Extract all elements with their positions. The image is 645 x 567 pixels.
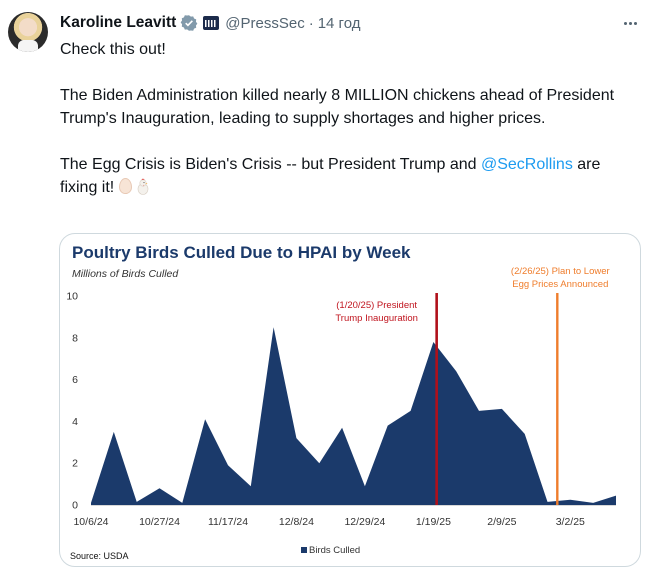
author-handle[interactable]: @PressSec (225, 14, 305, 32)
x-tick-label: 12/29/24 (344, 516, 385, 528)
more-options-icon[interactable] (620, 14, 640, 32)
timestamp[interactable]: 14 год (317, 14, 361, 32)
y-tick-label: 2 (72, 458, 78, 470)
legend-label: Birds Culled (309, 545, 360, 556)
y-tick-label: 10 (66, 291, 78, 303)
inauguration-label-line2: Trump Inauguration (335, 313, 418, 324)
x-tick-label: 10/27/24 (139, 516, 180, 528)
chart: Poultry Birds Culled Due to HPAI by Week… (66, 243, 616, 561)
x-tick-label: 2/9/25 (487, 516, 516, 528)
tweet-header: Karoline Leavitt @PressSec · 14 год (60, 13, 360, 33)
y-tick-label: 6 (72, 374, 78, 386)
avatar[interactable] (8, 12, 48, 52)
y-tick-label: 4 (72, 416, 78, 428)
chart-card[interactable]: Poultry Birds Culled Due to HPAI by Week… (59, 233, 641, 567)
author-name[interactable]: Karoline Leavitt (60, 14, 177, 31)
y-tick-label: 8 (72, 332, 78, 344)
x-tick-label: 1/19/25 (416, 516, 451, 528)
tweet-line-1: Check this out! (60, 41, 166, 58)
y-axis: 0 2 4 6 8 10 (66, 291, 78, 512)
white-house-badge-icon[interactable] (203, 16, 220, 30)
chart-source: Source: USDA (70, 551, 129, 561)
tweet-text: Check this out! The Biden Administration… (60, 38, 640, 199)
plan-label-line2: Egg Prices Announced (512, 279, 608, 290)
tweet-line-2: The Biden Administration killed nearly 8… (60, 87, 615, 127)
verified-check-icon (180, 15, 198, 31)
legend-swatch (301, 547, 307, 553)
chicken-emoji (137, 178, 149, 195)
x-tick-label: 12/8/24 (279, 516, 314, 528)
egg-emoji (119, 178, 133, 194)
area-series-birds-culled (91, 327, 616, 505)
chart-title: Poultry Birds Culled Due to HPAI by Week (72, 243, 411, 262)
x-tick-label: 10/6/24 (73, 516, 108, 528)
x-axis: 10/6/24 10/27/24 11/17/24 12/8/24 12/29/24 1/… (73, 516, 585, 528)
tweet-line-3-prefix: The Egg Crisis is Biden's Crisis -- but … (60, 156, 481, 173)
inauguration-label-line1: (1/20/25) President (336, 300, 417, 311)
tweet-line-3: The Egg Crisis is Biden's Crisis -- but … (60, 153, 640, 199)
mention-link[interactable]: @SecRollins (480, 156, 573, 173)
x-tick-label: 11/17/24 (208, 516, 248, 528)
y-tick-label: 0 (72, 500, 78, 512)
separator-dot: · (308, 14, 314, 32)
chart-ylabel: Millions of Birds Culled (72, 268, 179, 280)
x-tick-label: 3/2/25 (556, 516, 585, 528)
tweet-line-3-suffix: are fixing it! (60, 156, 601, 196)
plan-label-line1: (2/26/25) Plan to Lower (511, 266, 610, 277)
